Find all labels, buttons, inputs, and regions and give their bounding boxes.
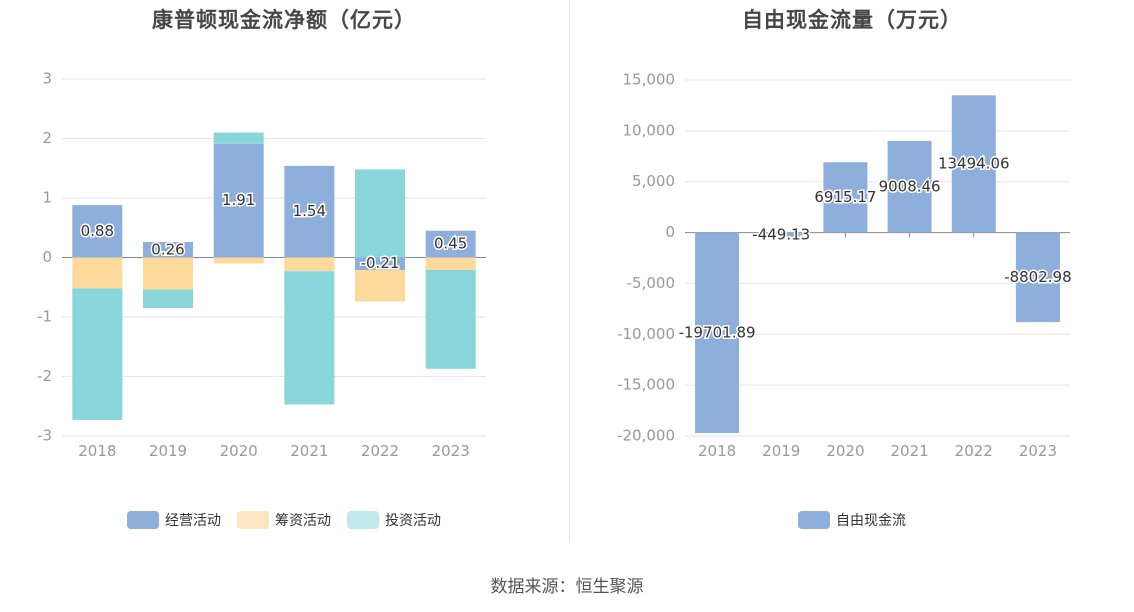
bar-segment[interactable] [355,269,405,302]
legend-item[interactable]: 经营活动 [127,510,221,530]
bar-segment[interactable] [72,205,123,258]
bar-segment[interactable] [213,257,264,264]
bar-segment[interactable] [355,169,405,258]
bar[interactable] [951,95,996,233]
cash-flow-net-panel: 康普顿现金流净额（亿元） -3 -2 -1 0 1 2 3 2018 2019 2020 2021 2… [0,0,568,545]
cash-flow-net-chart: -3 -2 -1 0 1 2 3 2018 2019 2020 2021 2022 2023 0.88 0.… [37,70,486,460]
legend-swatch [237,511,269,529]
legend-item[interactable]: 筹资活动 [237,510,331,530]
data-label: 9008.46 [879,177,941,195]
bar-segment[interactable] [72,288,123,420]
y-tick-label: 1 [42,189,52,207]
y-tick-label: 2 [42,129,52,147]
x-tick-label: 2019 [762,442,800,460]
y-tick-label: 5,000 [632,172,675,190]
bar-segment[interactable] [284,165,335,258]
legend-swatch [347,511,379,529]
x-tick-label: 2021 [290,442,328,460]
data-label: 1.54 [293,202,326,220]
y-tick-label: -20,000 [617,427,675,445]
bar-segment[interactable] [143,242,193,258]
legend-swatch [127,511,159,529]
free-cash-flow-panel: 自由现金流量（万元） -20,000 -15,000 -10,000 -5,000 0 5… [570,0,1134,545]
y-tick-label: 3 [42,70,52,88]
y-tick-label: 10,000 [623,121,676,139]
y-tick-label: -10,000 [617,325,675,343]
bar[interactable] [1015,232,1060,323]
legend-right: 自由现金流 [570,510,1134,530]
data-label: -19701.89 [679,323,756,341]
data-label: 0.45 [434,235,467,253]
x-tick-label: 2018 [698,442,736,460]
bar[interactable] [759,232,804,238]
legend-label: 经营活动 [165,513,221,529]
bar-segment[interactable] [355,257,405,270]
y-tick-label: -1 [37,308,52,326]
data-label: 0.88 [81,222,114,240]
x-tick-label: 2019 [149,442,187,460]
legend-label: 筹资活动 [275,513,331,529]
chart-title-left: 康普顿现金流净额（亿元） [152,8,416,32]
bar-segment[interactable] [213,132,264,144]
x-tick-label: 2020 [220,442,258,460]
data-label: 13494.06 [938,154,1010,172]
x-tick-label: 2022 [361,442,399,460]
legend-left: 经营活动 筹资活动 投资活动 [0,510,568,530]
y-tick-label: -5,000 [627,274,675,292]
legend-item[interactable]: 自由现金流 [798,510,906,530]
x-tick-label: 2022 [955,442,993,460]
legend-label: 自由现金流 [836,513,906,529]
bar-segment[interactable] [72,257,123,289]
bar-segment[interactable] [213,143,264,258]
bar[interactable] [695,232,740,433]
x-tick-label: 2018 [78,442,116,460]
bar[interactable] [887,140,932,233]
legend-swatch [798,511,830,529]
bar-segment[interactable] [284,257,335,272]
legend-item[interactable]: 投资活动 [347,510,441,530]
chart-title-right: 自由现金流量（万元） [742,8,962,32]
x-tick-label: 2020 [826,442,864,460]
x-tick-label: 2023 [1019,442,1057,460]
y-tick-label: -15,000 [617,376,675,394]
bar-segment[interactable] [425,269,476,369]
data-source: 数据来源：恒生聚源 [490,577,644,597]
bar-segment[interactable] [425,230,476,258]
bar-segment[interactable] [425,257,476,270]
bar[interactable] [823,162,868,233]
data-label: 0.26 [151,240,184,258]
y-tick-label: 15,000 [623,71,676,89]
data-label: -449.13 [752,225,810,243]
panel-divider [569,0,570,542]
y-tick-label: -2 [37,367,52,385]
bar-segment[interactable] [143,289,193,309]
y-tick-label: 0 [42,248,52,266]
free-cash-flow-chart: -20,000 -15,000 -10,000 -5,000 0 5,000 10,000 1… [617,71,1073,461]
legend-label: 投资活动 [385,513,441,529]
bar-segment[interactable] [284,271,335,405]
y-tick-label: 0 [665,223,675,241]
data-label: 6915.17 [814,188,876,206]
y-tick-label: -3 [37,427,52,445]
bar-segment[interactable] [143,257,193,290]
data-label: -8802.98 [1004,268,1071,286]
data-label: -0.21 [361,254,400,272]
x-tick-label: 2021 [890,442,928,460]
data-label: 1.91 [222,191,255,209]
x-tick-label: 2023 [432,442,470,460]
